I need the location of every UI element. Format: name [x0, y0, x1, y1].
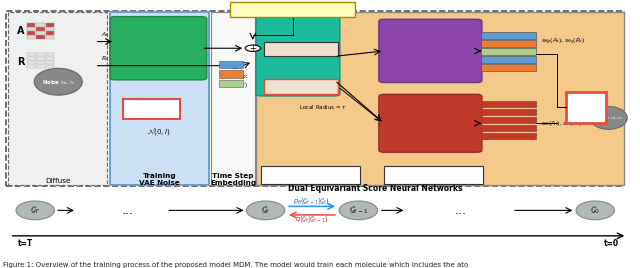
Text: $\mathcal{G}_0$: $\mathcal{G}_0$: [590, 205, 600, 216]
Text: Edge
Construction
Block: Edge Construction Block: [273, 46, 324, 66]
Text: Local
Equivariant
Encoder $\phi_l$: Local Equivariant Encoder $\phi_l$: [409, 111, 451, 136]
FancyBboxPatch shape: [36, 57, 45, 60]
FancyBboxPatch shape: [36, 53, 45, 56]
Text: ...: ...: [455, 204, 467, 217]
Ellipse shape: [576, 201, 614, 220]
Text: t=0: t=0: [604, 239, 619, 248]
Ellipse shape: [590, 106, 627, 129]
Circle shape: [245, 45, 260, 51]
Text: Schnet
Encoder $\phi_v$: Schnet Encoder $\phi_v$: [137, 39, 180, 57]
FancyBboxPatch shape: [481, 125, 536, 131]
FancyBboxPatch shape: [8, 12, 107, 185]
Text: Noise $r_{at},r_v$: Noise $r_{at},r_v$: [595, 115, 623, 122]
FancyBboxPatch shape: [481, 40, 536, 47]
FancyBboxPatch shape: [36, 27, 45, 31]
FancyBboxPatch shape: [46, 53, 54, 56]
FancyBboxPatch shape: [27, 23, 35, 27]
FancyBboxPatch shape: [566, 92, 606, 123]
FancyBboxPatch shape: [36, 31, 45, 35]
Text: $\mathcal{G}_T$: $\mathcal{G}_T$: [29, 205, 41, 216]
FancyBboxPatch shape: [46, 35, 54, 39]
FancyBboxPatch shape: [379, 94, 482, 152]
FancyBboxPatch shape: [384, 166, 483, 184]
FancyBboxPatch shape: [27, 27, 35, 31]
Text: $s_{\theta l}(A_t), s_{\theta l}(R_t)$: $s_{\theta l}(A_t), s_{\theta l}(R_t)$: [541, 119, 582, 128]
FancyBboxPatch shape: [36, 23, 45, 27]
Text: Edge Construction: Edge Construction: [280, 172, 342, 178]
FancyBboxPatch shape: [27, 31, 35, 35]
FancyBboxPatch shape: [256, 12, 624, 185]
Text: Dual Equivariant Score Neural Networks: Dual Equivariant Score Neural Networks: [289, 184, 463, 193]
Text: ...: ...: [122, 204, 134, 217]
Text: +: +: [250, 44, 256, 53]
Ellipse shape: [34, 68, 83, 95]
FancyBboxPatch shape: [219, 70, 243, 78]
FancyBboxPatch shape: [379, 19, 482, 83]
Text: $[A_t, z_{pt}, t_e], R_t$: $[A_t, z_{pt}, t_e], R_t$: [269, 3, 316, 16]
Text: R: R: [17, 57, 25, 67]
FancyBboxPatch shape: [6, 11, 624, 186]
FancyBboxPatch shape: [110, 17, 207, 80]
FancyBboxPatch shape: [46, 61, 54, 64]
FancyBboxPatch shape: [36, 35, 45, 39]
Text: Local Radius = $\tau$: Local Radius = $\tau$: [299, 103, 348, 111]
Ellipse shape: [339, 201, 378, 220]
FancyBboxPatch shape: [481, 133, 536, 139]
Text: Training
VAE Noise: Training VAE Noise: [139, 173, 180, 186]
FancyBboxPatch shape: [256, 17, 340, 96]
Text: Time Step
Embedding: Time Step Embedding: [210, 173, 256, 186]
Ellipse shape: [246, 201, 285, 220]
FancyBboxPatch shape: [481, 109, 536, 115]
Text: Global
Equivariant
Encoder $\phi_g$: Global Equivariant Encoder $\phi_g$: [409, 38, 451, 64]
Text: KL Loss: KL Loss: [138, 106, 166, 112]
FancyBboxPatch shape: [27, 53, 35, 56]
FancyBboxPatch shape: [219, 80, 243, 87]
Text: L2 Loss: L2 Loss: [572, 105, 601, 111]
FancyBboxPatch shape: [36, 61, 45, 64]
Ellipse shape: [16, 201, 54, 220]
FancyBboxPatch shape: [27, 57, 35, 60]
FancyBboxPatch shape: [46, 65, 54, 68]
Text: $\mathcal{N}(0,I)$: $\mathcal{N}(0,I)$: [147, 126, 171, 137]
Text: $\mathcal{G}_{t-1}$: $\mathcal{G}_{t-1}$: [349, 205, 368, 216]
Text: The Dual
Score Network: The Dual Score Network: [406, 168, 454, 181]
FancyBboxPatch shape: [481, 64, 536, 71]
Text: Noise $r_{at},r_v$: Noise $r_{at},r_v$: [42, 78, 75, 87]
FancyBboxPatch shape: [36, 65, 45, 68]
FancyBboxPatch shape: [264, 79, 338, 94]
FancyBboxPatch shape: [264, 42, 338, 56]
FancyBboxPatch shape: [46, 27, 54, 31]
Text: $A_t$: $A_t$: [100, 30, 109, 39]
Text: $s_{\theta g}(A_t), s_{\theta g}(R_t)$: $s_{\theta g}(A_t), s_{\theta g}(R_t)$: [541, 37, 585, 47]
FancyBboxPatch shape: [27, 35, 35, 39]
Text: Time Step:
$t\sim\mathcal{U}(1,T)$: Time Step: $t\sim\mathcal{U}(1,T)$: [218, 73, 248, 90]
Text: Figure 1: Overview of the training process of the proposed model MDM. The model : Figure 1: Overview of the training proce…: [3, 262, 468, 268]
FancyBboxPatch shape: [211, 12, 255, 185]
FancyBboxPatch shape: [481, 100, 536, 107]
FancyBboxPatch shape: [110, 12, 209, 185]
FancyBboxPatch shape: [46, 57, 54, 60]
FancyBboxPatch shape: [27, 65, 35, 68]
Text: $q(\mathcal{G}_t|\mathcal{G}_{t-1})$: $q(\mathcal{G}_t|\mathcal{G}_{t-1})$: [295, 214, 328, 225]
Text: $R_t$: $R_t$: [101, 54, 109, 63]
FancyBboxPatch shape: [481, 32, 536, 39]
FancyBboxPatch shape: [230, 2, 355, 17]
Text: $p_\theta(\mathcal{G}_{t-1}|\mathcal{G}_t)$: $p_\theta(\mathcal{G}_{t-1}|\mathcal{G}_…: [293, 196, 330, 207]
FancyBboxPatch shape: [46, 31, 54, 35]
FancyBboxPatch shape: [261, 166, 360, 184]
FancyBboxPatch shape: [123, 99, 180, 119]
FancyBboxPatch shape: [27, 61, 35, 64]
Text: Local Edges: Local Edges: [284, 84, 319, 89]
FancyBboxPatch shape: [481, 117, 536, 123]
FancyBboxPatch shape: [481, 48, 536, 55]
Text: A: A: [17, 26, 25, 36]
Text: Global Edges: Global Edges: [282, 46, 321, 51]
Text: Diffuse: Diffuse: [45, 178, 70, 184]
FancyBboxPatch shape: [46, 23, 54, 27]
Text: $\mu_v\ \ \sigma_v\rightarrow z_v$: $\mu_v\ \ \sigma_v\rightarrow z_v$: [143, 65, 174, 74]
FancyBboxPatch shape: [481, 56, 536, 63]
Text: t=T: t=T: [18, 239, 33, 248]
Text: $\mathcal{G}_t$: $\mathcal{G}_t$: [261, 205, 270, 216]
FancyBboxPatch shape: [219, 61, 243, 68]
